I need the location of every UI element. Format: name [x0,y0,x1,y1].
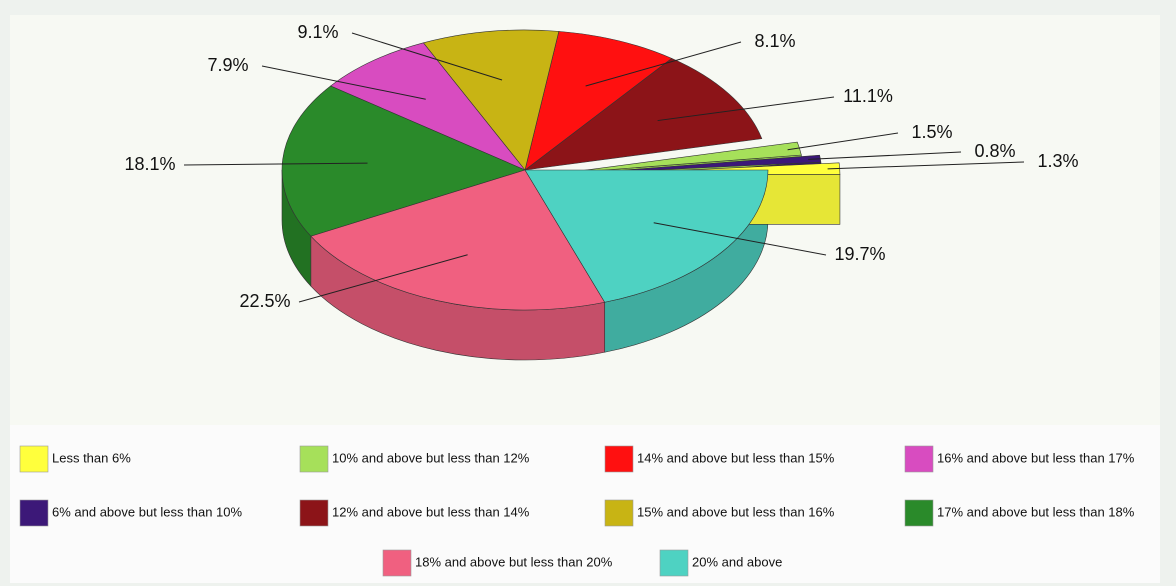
leader-line [298,254,468,303]
slice [523,58,763,171]
legend-area [10,425,1160,583]
legend-swatch [382,549,412,577]
legend-label: 12% and above but less than 14% [332,504,530,519]
data-label: 1.3% [1037,151,1078,171]
slice [329,42,526,171]
legend-swatch [604,445,634,473]
leader-line [585,41,742,87]
leader-line [827,161,1025,170]
legend-swatch [19,499,49,527]
slice [524,31,673,171]
legend-label: 14% and above but less than 15% [637,450,835,465]
legend-label: 16% and above but less than 17% [937,450,1135,465]
slice [560,141,802,174]
data-label: 22.5% [239,291,290,311]
slice [524,169,769,303]
legend-swatch [19,445,49,473]
data-label: 18.1% [124,154,175,174]
leader-line [351,32,503,81]
legend-label: 17% and above but less than 18% [937,504,1135,519]
legend-label: Less than 6% [52,450,131,465]
legend-swatch [604,499,634,527]
data-label: 9.1% [297,22,338,42]
legend-label: 15% and above but less than 16% [637,504,835,519]
data-label: 7.9% [207,55,248,75]
slice [281,85,526,237]
data-label: 11.1% [843,86,893,106]
legend-label: 10% and above but less than 12% [332,450,530,465]
leader-line [787,132,899,151]
leader-line [808,151,962,160]
data-label: 0.8% [974,141,1015,161]
leader-line [657,96,835,122]
legend-label: 20% and above [692,554,782,569]
legend-swatch [299,499,329,527]
legend-label: 18% and above but less than 20% [415,554,613,569]
legend-swatch [659,549,689,577]
data-label: 19.7% [834,244,885,264]
leader-line [261,65,426,100]
legend-swatch [904,499,934,527]
legend-label: 6% and above but less than 10% [52,504,243,519]
data-label: 1.5% [911,122,952,142]
leader-line [183,162,368,166]
leader-line [653,222,827,256]
slice [422,29,560,171]
legend-swatch [904,445,934,473]
legend-swatch [299,445,329,473]
slice [310,169,606,311]
data-label: 8.1% [754,31,795,51]
